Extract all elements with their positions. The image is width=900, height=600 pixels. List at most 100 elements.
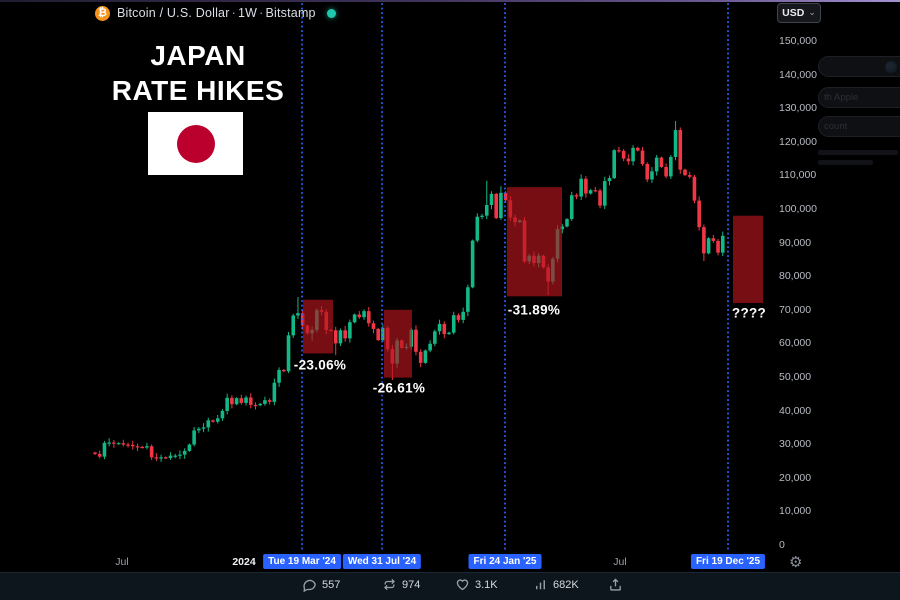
candle-body [121, 443, 126, 445]
repost-count: 974 [402, 578, 421, 591]
candle-body [201, 427, 206, 429]
japan-flag-sun [176, 124, 215, 163]
japan-flag [148, 112, 243, 175]
price-axis-label: 90,000 [779, 236, 812, 249]
candle-body [145, 446, 149, 448]
candle-body [579, 178, 583, 197]
candle-body [503, 192, 508, 201]
time-axis-label: Jul [115, 556, 129, 568]
drawdown-box [733, 215, 763, 304]
create-account-fragment: count [824, 121, 848, 132]
candle-body [659, 157, 664, 167]
price-axis-label: 30,000 [779, 438, 812, 451]
signup-apple-fragment: th Apple [824, 92, 859, 103]
repost-button[interactable]: 974 [382, 577, 420, 592]
candle-body [569, 195, 574, 220]
signup-apple-pill[interactable]: th Apple [818, 87, 900, 108]
candle-body [187, 444, 192, 451]
drawdown-label: -26.61% [372, 380, 426, 396]
candle-body [584, 178, 588, 194]
candle-body [130, 444, 135, 447]
candle-body [366, 311, 371, 324]
bitcoin-logo-icon: ₿ [95, 5, 110, 21]
reply-count: 557 [322, 578, 341, 591]
signup-google-pill[interactable] [818, 56, 900, 77]
candle-body [248, 397, 253, 405]
price-axis-label: 150,000 [779, 35, 817, 47]
symbol-title: Bitcoin / U.S. Dollar · 1W · Bitstamp [117, 6, 316, 20]
google-icon [885, 61, 897, 73]
chevron-down-icon: ⌄ [808, 6, 816, 17]
candle-body [433, 331, 437, 344]
candle-body [678, 130, 683, 170]
price-axis-label: 140,000 [779, 68, 817, 81]
candle-body [484, 204, 489, 216]
price-axis-label: 110,000 [779, 169, 817, 182]
currency-dropdown[interactable]: USD ⌄ [777, 3, 821, 23]
share-button[interactable] [608, 577, 623, 592]
candle-body [489, 193, 494, 205]
candle-body [418, 351, 423, 363]
annotation-line-2: RATE HIKES [111, 75, 285, 106]
candle-body [612, 150, 616, 179]
candle-body [560, 226, 565, 230]
candle-body [466, 287, 470, 312]
candle-body [116, 443, 121, 445]
candle-body [451, 315, 456, 333]
candle-body [475, 216, 480, 241]
price-axis-label: 130,000 [779, 102, 817, 115]
candle-body [286, 335, 291, 372]
settings-gear-icon[interactable]: ⚙ [789, 554, 803, 571]
candle-body [291, 315, 296, 336]
candle-body [716, 240, 720, 253]
candle-body [669, 156, 673, 177]
candle-body [230, 397, 234, 405]
price-axis-label: 40,000 [779, 404, 812, 417]
symbol-name: Bitcoin / U.S. Dollar [117, 6, 230, 20]
candle-body [697, 200, 701, 228]
price-axis-label: 100,000 [779, 203, 817, 215]
candle-body [296, 313, 300, 316]
candle-body [687, 175, 692, 177]
candle-body [112, 442, 116, 444]
candle-body [574, 195, 579, 197]
event-date-badge: Fri 19 Dec '25 [690, 554, 766, 569]
candle-body [135, 446, 140, 448]
candle-body [470, 240, 475, 288]
candle-body [414, 329, 418, 352]
separator-dot: · [231, 6, 236, 20]
currency-label: USD [782, 7, 805, 19]
drawdown-box [507, 187, 562, 297]
candle-body [711, 238, 716, 241]
comment-icon [303, 579, 316, 592]
event-date-badge: Tue 19 Mar '24 [263, 554, 341, 569]
top-purple-strip [0, 0, 900, 2]
candle-body [673, 130, 678, 157]
candle-body [480, 215, 484, 217]
candle-body [192, 430, 196, 445]
candle-body [159, 457, 163, 459]
candle-body [149, 446, 154, 458]
annotation-line-1: JAPAN [150, 40, 246, 71]
candle-body [357, 314, 362, 318]
candle-body [211, 420, 215, 422]
candle-body [352, 314, 357, 323]
reply-button[interactable]: 557 [302, 577, 340, 592]
candle-body [617, 150, 621, 152]
views-button[interactable]: 682K [533, 577, 579, 592]
candle-body [654, 157, 659, 172]
candle-body [640, 150, 645, 164]
candle-body [97, 453, 102, 457]
candle-body [239, 398, 244, 403]
candle-body [107, 442, 111, 444]
create-account-pill[interactable]: count [818, 116, 900, 137]
candle-body [381, 327, 385, 341]
candle-body [267, 400, 272, 402]
candle-body [423, 350, 428, 363]
price-axis-label: 60,000 [779, 337, 812, 350]
separator-dot: · [259, 6, 264, 20]
like-count: 3.1K [475, 578, 498, 591]
like-button[interactable]: 3.1K [455, 577, 498, 592]
